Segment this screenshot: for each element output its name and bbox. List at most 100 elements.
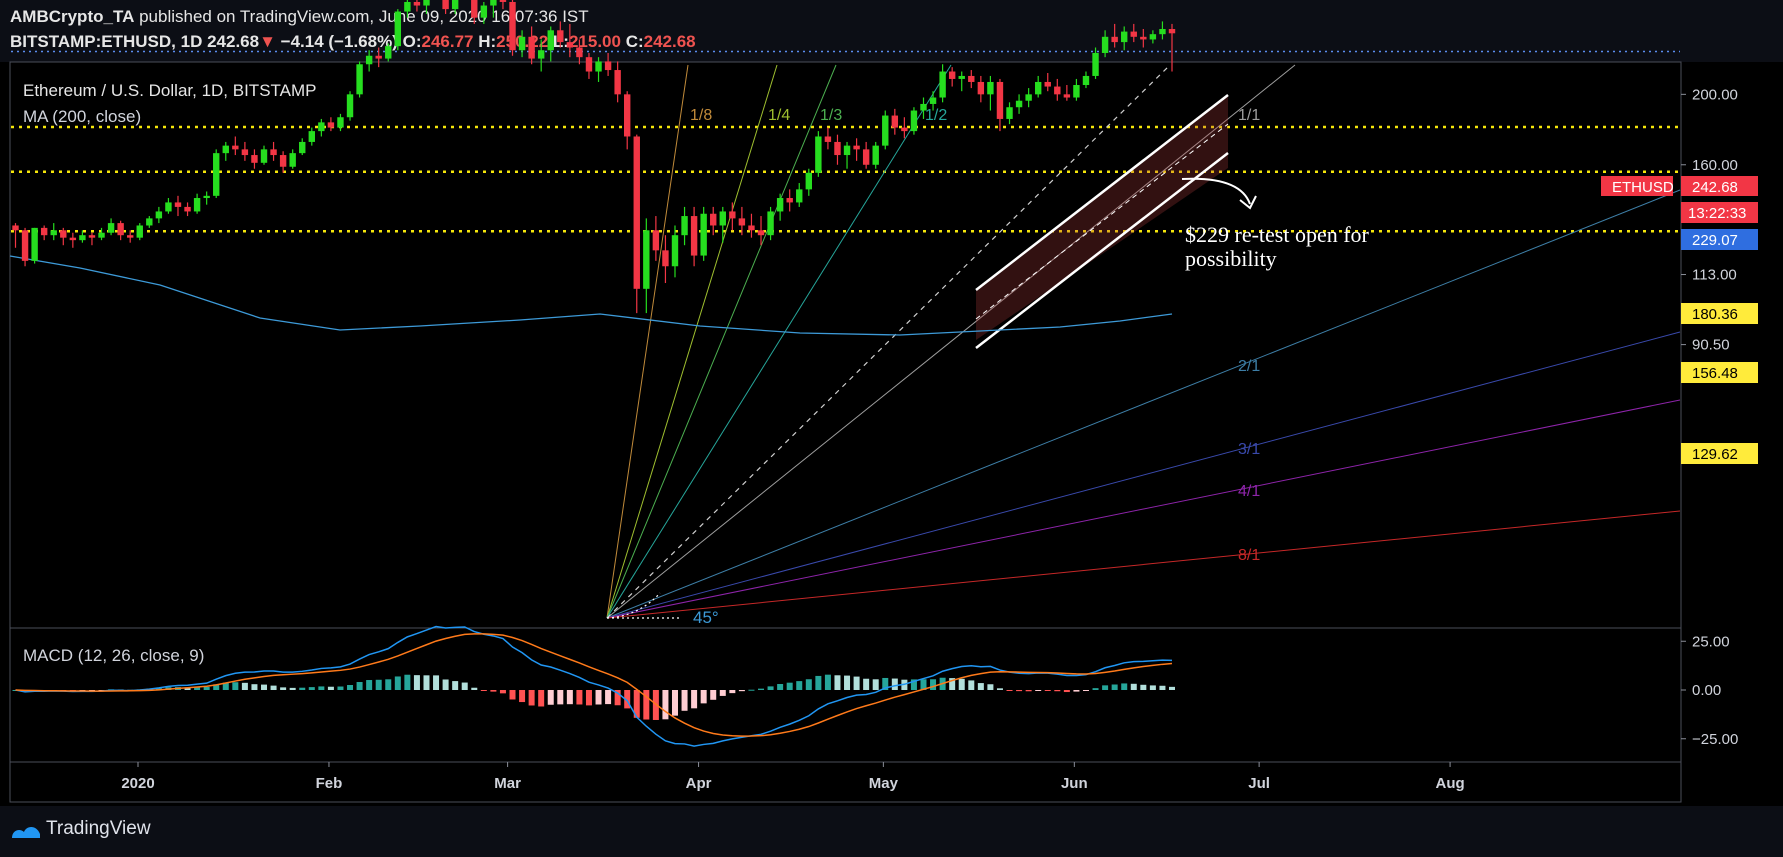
fan-label-8-1: 8/1	[1238, 547, 1260, 564]
last-tag-bg	[1681, 176, 1758, 196]
candle-body	[700, 213, 707, 256]
time-axis-labels: 2020 Feb Mar Apr May Jun Jul Aug	[121, 762, 1465, 792]
gann-fan[interactable]	[606, 64, 1681, 619]
tradingview-logo-icon[interactable]	[10, 818, 42, 842]
candle-body	[882, 115, 889, 146]
candle-body	[528, 36, 535, 59]
macd-bar	[691, 690, 698, 709]
candle-body	[1111, 36, 1118, 43]
macd-bar	[404, 674, 411, 690]
price-tick-label: 160.00	[1692, 157, 1738, 174]
candle-body	[652, 230, 660, 251]
candle-body	[499, 0, 507, 2]
high-label: H:	[478, 32, 497, 51]
fan-label-1-2: 1/2	[925, 107, 947, 124]
annotation-line-2: possibility	[1185, 246, 1277, 271]
candle-body	[920, 103, 927, 111]
rising-channel[interactable]	[975, 94, 1229, 349]
macd-bar	[662, 690, 669, 720]
macd-bar	[748, 689, 755, 691]
candle-body	[633, 136, 640, 289]
macd-bar	[1149, 685, 1156, 690]
candle-body	[948, 71, 956, 79]
macd-bar	[853, 676, 860, 690]
candle-body	[1130, 31, 1137, 37]
macd-bar	[251, 684, 258, 690]
time-tick-label: Jun	[1061, 775, 1088, 792]
macd-bar	[958, 678, 965, 690]
close-value: 242.68	[643, 32, 696, 51]
candle-body	[757, 230, 765, 236]
macd-bar	[786, 682, 793, 690]
macd-bar	[442, 679, 449, 690]
macd-pane[interactable]	[9, 627, 1682, 763]
candle-body	[710, 213, 717, 226]
macd-bar	[758, 688, 765, 690]
footer-brand[interactable]: TradingView	[46, 818, 151, 839]
candle-body	[748, 225, 755, 231]
chart-canvas[interactable]: 1/8 1/4 1/3 1/2 1/1 2/1 3/1 4/1 8/1 45° …	[0, 0, 1783, 806]
macd-bar	[643, 690, 650, 720]
macd-axis[interactable]: 25.00 0.00 −25.00	[1681, 633, 1738, 748]
macd-bar	[767, 686, 774, 690]
macd-bar	[1082, 690, 1089, 691]
candle-body	[193, 198, 201, 212]
s1-tag-bg	[1681, 303, 1758, 324]
time-tick-label: Aug	[1435, 775, 1464, 792]
macd-tick-label: 25.00	[1692, 633, 1730, 650]
time-tick-label: Apr	[686, 775, 712, 792]
channel-lower-line	[975, 152, 1229, 349]
macd-legend[interactable]: MACD (12, 26, close, 9)	[23, 646, 204, 665]
candle-body	[853, 145, 860, 150]
macd-bar	[777, 684, 784, 690]
candle-body	[126, 235, 134, 238]
candle-body	[50, 230, 57, 236]
macd-bar	[327, 686, 334, 690]
author-name[interactable]: AMBCrypto_TA	[10, 7, 135, 26]
macd-bar	[977, 683, 984, 690]
candle-body	[279, 155, 287, 167]
ma-legend[interactable]: MA (200, close)	[23, 107, 141, 126]
candle-body	[394, 11, 402, 47]
candle-body	[604, 61, 612, 71]
candle-body	[738, 218, 746, 226]
candle-body	[155, 211, 163, 219]
candle-body	[824, 136, 832, 142]
macd-bar	[318, 686, 325, 690]
macd-bar	[1006, 690, 1013, 691]
candle-body	[624, 94, 631, 137]
macd-bar	[1044, 690, 1051, 691]
macd-bar	[480, 690, 487, 691]
candle-body	[241, 149, 249, 156]
macd-bar	[423, 675, 430, 690]
candle-body	[690, 216, 698, 256]
annotation-arrow	[1181, 177, 1251, 205]
candle-body	[480, 5, 488, 18]
candle-body	[805, 172, 813, 190]
macd-bar	[891, 678, 898, 690]
macd-bar	[394, 676, 401, 690]
macd-bar	[624, 690, 631, 709]
symbol-label: BITSTAMP:ETHUSD, 1D	[10, 32, 203, 51]
countdown-tag-bg	[1681, 202, 1758, 223]
fan-line-2-1	[606, 189, 1681, 619]
macd-bar	[824, 674, 831, 690]
candle-body	[1121, 31, 1128, 43]
macd-bar	[289, 687, 296, 690]
macd-bar	[834, 675, 841, 690]
macd-bar	[796, 681, 803, 690]
candle-body	[69, 237, 77, 241]
candle-body	[614, 70, 621, 95]
macd-bar	[1102, 685, 1109, 690]
macd-bar	[805, 679, 812, 690]
time-axis[interactable]	[9, 761, 1682, 803]
candle-body	[165, 202, 172, 212]
last-price-tag: 242.68	[1692, 179, 1738, 196]
candle-body	[1063, 94, 1071, 98]
candle-body	[337, 117, 344, 128]
price-pane[interactable]	[9, 61, 1682, 629]
macd-bar	[509, 690, 516, 700]
candle-body	[365, 55, 373, 65]
candle-body	[643, 230, 650, 289]
candle-body	[910, 110, 918, 132]
